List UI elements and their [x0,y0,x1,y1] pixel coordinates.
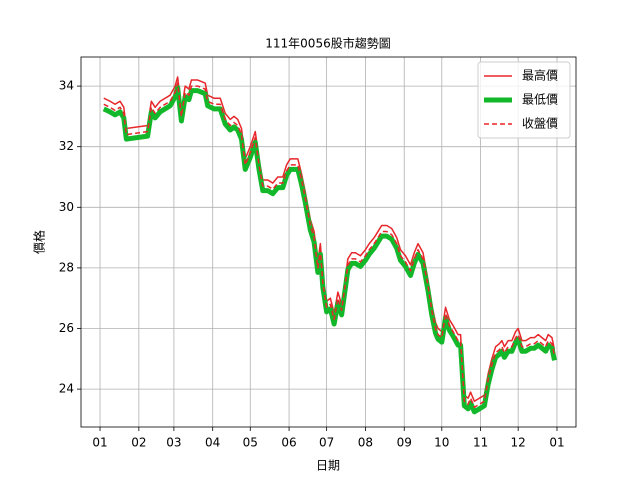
x-tick-label: 07 [319,436,334,450]
series-line [103,82,556,409]
x-tick-label: 08 [358,436,373,450]
plot-area [102,76,557,415]
chart-title: 111年0056股市趨勢圖 [265,36,390,51]
y-axis-label: 價格 [32,230,47,254]
y-tick-label: 30 [59,200,74,214]
legend-label: 最高價 [522,68,558,83]
x-axis-label: 日期 [316,459,340,473]
y-tick-label: 28 [59,260,74,274]
y-tick-label: 24 [59,382,74,396]
x-tick-label: 01 [549,436,564,450]
y-tick-label: 26 [59,321,74,335]
legend-label: 最低價 [522,93,558,107]
y-tick-label: 32 [59,139,74,153]
x-tick-label: 10 [434,436,449,450]
legend-label: 收盤價 [522,117,558,131]
legend-box [477,61,571,139]
x-tick-label: 03 [166,436,181,450]
x-tick-label: 11 [473,436,488,450]
y-tick-label: 34 [59,79,74,93]
x-tick-label: 02 [131,436,146,450]
x-tick-label: 09 [397,436,412,450]
x-tick-label: 05 [243,436,258,450]
x-tick-label: 06 [281,436,296,450]
axes-frame [80,56,577,428]
x-tick-label: 04 [205,436,220,450]
x-tick-label: 12 [511,436,526,450]
x-tick-label: 01 [92,436,107,450]
